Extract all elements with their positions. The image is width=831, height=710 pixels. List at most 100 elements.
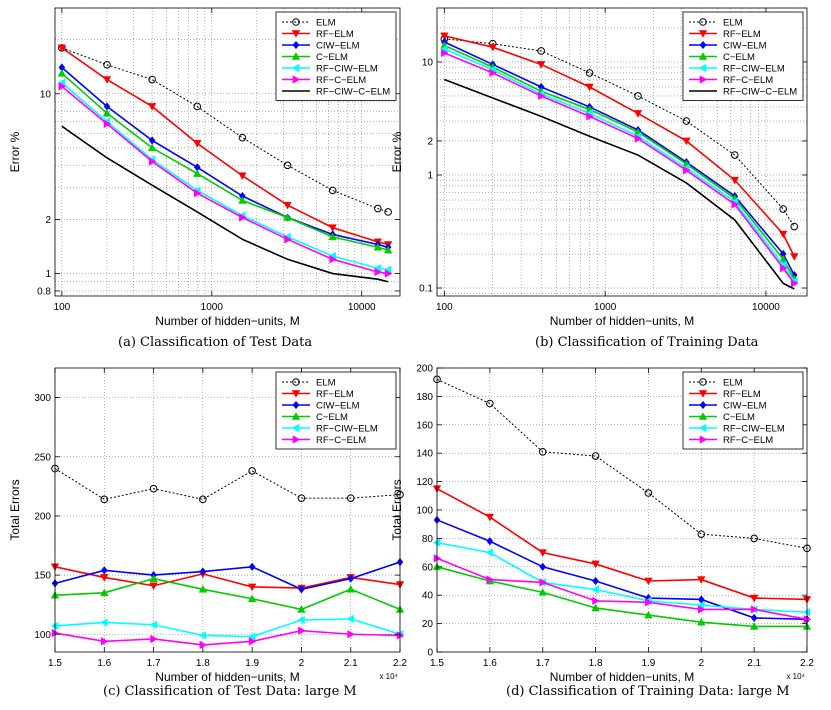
- data-point: [238, 172, 247, 181]
- y-tick-label: 160: [416, 420, 433, 431]
- chart-a: 100 1000 10000 0.8 1 2 10 Number of hidden−unit…: [8, 7, 401, 328]
- data-point: [247, 594, 257, 603]
- x-axis-label: Number of hidden−units, M: [550, 314, 694, 328]
- data-point: [538, 588, 547, 596]
- data-point: [790, 253, 799, 261]
- data-point: [247, 583, 257, 592]
- y-tick-label: 0.1: [419, 284, 433, 295]
- legend-entry: CIW−ELM: [316, 401, 360, 412]
- data-point: [485, 513, 495, 522]
- y-tick-label: 60: [422, 562, 434, 573]
- data-point: [100, 566, 108, 575]
- data-point: [102, 108, 112, 117]
- data-point: [58, 82, 67, 91]
- data-point: [328, 186, 337, 195]
- data-point: [644, 489, 653, 497]
- data-point: [749, 594, 759, 603]
- x-tick-label: 2: [299, 658, 305, 669]
- series-group: [57, 44, 393, 283]
- y-tick-label: 100: [416, 506, 433, 517]
- y-tick-label: 100: [34, 630, 51, 641]
- legend-entry: CIW−ELM: [723, 401, 767, 412]
- data-point: [374, 204, 382, 213]
- legend-marker: [698, 412, 708, 420]
- legend-entry: RF−ELM: [316, 389, 354, 400]
- data-point: [486, 399, 494, 408]
- data-point: [644, 610, 653, 619]
- x-tick-label: 1.7: [147, 658, 161, 669]
- legend-entry: C−ELM: [316, 412, 348, 423]
- x-tick-label: 1000: [594, 302, 617, 313]
- data-point: [486, 537, 494, 546]
- data-point: [198, 584, 208, 593]
- data-point: [238, 133, 247, 142]
- data-point: [149, 620, 157, 630]
- data-point: [248, 637, 257, 646]
- series-line: [54, 629, 401, 646]
- data-point: [441, 48, 449, 58]
- x-tick-label: 100: [436, 302, 453, 313]
- x-tick-label: 2.1: [747, 658, 761, 669]
- legend-marker: [698, 52, 708, 60]
- data-point: [539, 562, 547, 572]
- legend-marker: [292, 40, 300, 50]
- data-point: [682, 137, 691, 146]
- data-point: [749, 622, 759, 630]
- legend: ELMRF−ELMCIW−ELMC−ELMRF−CIW−ELMRF−C−ELMR…: [682, 11, 804, 101]
- data-point: [585, 83, 594, 92]
- axes-frame: [436, 7, 808, 297]
- data-point: [346, 584, 355, 593]
- legend-entry: ELM: [723, 18, 743, 29]
- data-point: [148, 157, 157, 166]
- data-point: [103, 60, 111, 69]
- data-point: [634, 134, 643, 143]
- data-point: [591, 585, 599, 594]
- y-tick-label: 200: [34, 511, 51, 522]
- x-tick-label: 2.2: [800, 658, 814, 669]
- data-point: [238, 196, 247, 204]
- legend-marker: [699, 40, 707, 50]
- data-point: [57, 44, 67, 53]
- grid: [436, 7, 807, 296]
- data-point: [328, 232, 337, 241]
- data-point: [790, 279, 799, 288]
- legend-marker: [291, 390, 301, 398]
- data-point: [284, 235, 292, 244]
- legend-entry: ELM: [316, 18, 336, 29]
- data-point: [147, 143, 157, 152]
- y-tick-label: 140: [416, 449, 433, 460]
- legend-entry: RF−C−ELM: [316, 75, 366, 86]
- data-point: [100, 588, 109, 597]
- legend-entry: RF−CIW−ELM: [723, 64, 785, 75]
- series-line: [436, 557, 808, 621]
- data-point: [779, 263, 788, 273]
- data-point: [100, 495, 109, 504]
- data-point: [103, 119, 112, 129]
- data-point: [193, 102, 202, 111]
- data-point: [346, 614, 355, 624]
- series-line: [444, 38, 795, 227]
- x-tick-label: 2.1: [344, 658, 358, 669]
- data-point: [239, 213, 247, 222]
- legend-marker: [292, 378, 300, 386]
- chart-d: 1.5 1.6 1.7 1.8 1.9 2 2.1 2.2 0 20 40 60 80 100 120 140…: [390, 364, 814, 685]
- x-axis-label: Number of hidden−units, M: [550, 670, 694, 684]
- y-axis-label: Error %: [8, 131, 22, 172]
- x-tick-label: 1.9: [245, 658, 259, 669]
- legend-marker: [699, 400, 707, 410]
- axes-frame: [54, 7, 401, 297]
- data-point: [634, 92, 642, 100]
- data-point: [149, 484, 158, 493]
- data-point: [384, 208, 392, 216]
- data-point: [488, 43, 497, 52]
- caption-d: (d) Classification of Training Data: lar…: [506, 684, 790, 699]
- data-point: [592, 576, 599, 586]
- y-tick-label: 10: [40, 89, 52, 100]
- series-line: [54, 577, 401, 611]
- legend-marker: [292, 400, 300, 410]
- data-point: [683, 166, 691, 175]
- x-tick-label: 2.2: [393, 658, 407, 669]
- legend-entry: RF−C−ELM: [316, 435, 366, 446]
